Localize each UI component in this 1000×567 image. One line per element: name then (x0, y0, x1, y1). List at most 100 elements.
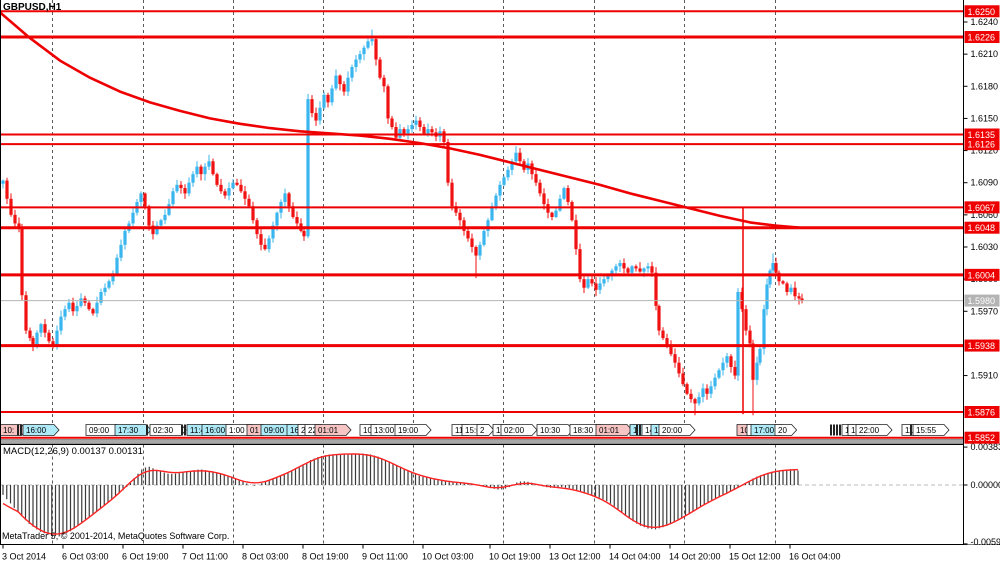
candle-body (748, 330, 752, 344)
candle-body (55, 330, 59, 346)
candle-body (542, 193, 546, 205)
time-tag-label: 22:00 (859, 426, 880, 435)
price-level-badge-label: 1.5876 (968, 407, 996, 417)
candle-body (797, 296, 801, 299)
candle-body (28, 330, 32, 339)
candle-body (454, 206, 458, 213)
price-level-badge-label: 1.6126 (968, 140, 996, 150)
candle-body (502, 177, 506, 185)
candle-body (793, 287, 797, 297)
candle-body (231, 182, 235, 189)
candle-body (17, 223, 21, 228)
time-tag (658, 424, 696, 436)
candle-body (733, 366, 737, 376)
candle-body (538, 182, 542, 194)
candle-body (765, 284, 769, 310)
candle-body (283, 193, 287, 202)
macd-signal-line (2, 453, 799, 535)
candle-body (677, 362, 681, 374)
candle-body (219, 184, 223, 192)
candle-body (482, 230, 486, 245)
candle-body (494, 195, 498, 207)
candle-body (107, 281, 111, 288)
candle-body (689, 393, 693, 400)
price-level-badge (964, 268, 1000, 281)
time-tag (912, 424, 950, 436)
candle-body (590, 279, 594, 284)
candle-body (398, 129, 402, 138)
time-tick-label: 13 Oct 12:00 (549, 552, 601, 562)
copyright-text: MetaTrader 5, © 2001-2014, MetaQuotes So… (2, 531, 230, 541)
candle-body (665, 338, 669, 346)
price-tick-label: 1.6090 (971, 178, 999, 188)
candle-body (147, 206, 151, 226)
candle-body (366, 41, 370, 48)
time-tag-label: 15:55 (916, 426, 937, 435)
price-tick-label: 1.6240 (971, 17, 999, 27)
candle-body (370, 39, 374, 42)
time-tag-label: 20:00 (662, 426, 683, 435)
candle-body (466, 230, 470, 239)
panel-borders (0, 0, 1000, 545)
candle-body (771, 263, 775, 271)
time-tick-label: 7 Oct 11:00 (182, 552, 228, 562)
candle-body (602, 279, 606, 284)
candle-body (713, 377, 717, 387)
candle-body (251, 206, 255, 221)
candle-body (342, 84, 346, 92)
candle-body (175, 184, 179, 192)
candle-body (354, 59, 358, 67)
macd-plot-area[interactable] (0, 445, 964, 545)
candle-body (159, 220, 163, 226)
candle-body (167, 204, 171, 215)
price-axis[interactable]: 1.6240 1.6210 1.6180 1.6150 1.6120 1.6090 1.60… (963, 0, 1000, 547)
candle-body (418, 120, 422, 127)
candle-body (358, 54, 362, 60)
time-tag-label: 10 (740, 426, 749, 435)
price-tick-label: 1.6120 (971, 146, 999, 156)
time-tag-label: 02:00 (504, 426, 525, 435)
candle-body (155, 225, 159, 235)
price-level-badge-label: 1.6135 (968, 130, 996, 140)
candle-body (119, 244, 123, 258)
time-tag-label: 19:00 (398, 426, 419, 435)
current-price-badge-label: 1.5980 (968, 296, 996, 306)
candle-body (762, 309, 766, 349)
time-tag-label: 01:01 (599, 426, 620, 435)
candle-body (626, 268, 630, 273)
candle-body (314, 113, 318, 121)
candle-body (207, 161, 211, 167)
time-tag-label: 1 (845, 426, 850, 435)
time-tag-label: 15:0 (465, 426, 481, 435)
candle-body (634, 266, 638, 269)
candle-body (422, 126, 426, 134)
time-tick-label: 8 Oct 19:00 (302, 552, 349, 562)
candle-body (394, 126, 398, 138)
chart-plot-area[interactable] (0, 0, 964, 439)
candle-body (661, 330, 665, 339)
time-tag-label: 2 (301, 426, 306, 435)
candle-body (566, 188, 570, 202)
tag-separator (833, 424, 835, 436)
price-level-badge (964, 5, 1000, 18)
time-tag-label: 11:4 (190, 426, 206, 435)
candle-body (646, 266, 650, 269)
price-level-lines (0, 10, 964, 439)
candle-body (362, 47, 366, 55)
time-tag (500, 424, 538, 436)
candle-body (681, 373, 685, 385)
candle-body (263, 244, 267, 250)
time-tick-label: 10 Oct 19:00 (489, 552, 541, 562)
price-level-badge-label: 1.6250 (968, 7, 996, 17)
candle-body (709, 386, 713, 394)
time-tag-label: 16:00 (26, 426, 47, 435)
time-axis[interactable]: 3 Oct 2014 6 Oct 03:00 6 Oct 19:00 7 Oct 11… (0, 544, 1000, 567)
candle-body (705, 388, 709, 394)
candle-body (310, 99, 314, 114)
candle-body (243, 191, 247, 199)
time-tick-label: 15 Oct 12:00 (729, 552, 781, 562)
candle-body (685, 384, 689, 394)
candle-body (721, 362, 725, 371)
time-tag-label: 02:30 (153, 426, 174, 435)
